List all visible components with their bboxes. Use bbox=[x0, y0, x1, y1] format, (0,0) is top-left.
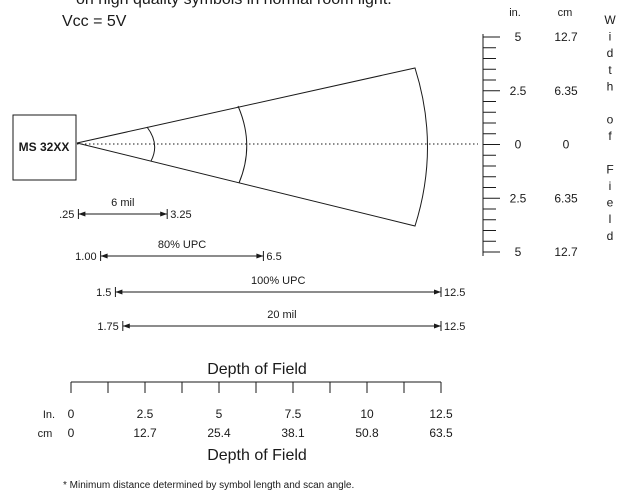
range-end-label: 3.25 bbox=[170, 209, 191, 221]
range-end-label: 12.5 bbox=[444, 287, 465, 299]
width-title-letter: l bbox=[609, 212, 612, 226]
range-name: 6 mil bbox=[111, 197, 134, 209]
range-arrow-left bbox=[115, 289, 123, 295]
header-vcc-text: Vcc = 5V bbox=[62, 13, 127, 30]
width-title-letter: F bbox=[606, 162, 613, 176]
range-arrow-left bbox=[122, 323, 130, 329]
depth-label-in: 0 bbox=[68, 407, 75, 421]
range-row: 1.75 12.5 20 mil bbox=[97, 309, 465, 333]
range-arrow-right bbox=[256, 253, 264, 259]
width-label-cm: 6.35 bbox=[554, 84, 578, 98]
width-scale: in. cm 5 12.72.5 6.350 02.5 6.355 12.7 Widtho… bbox=[482, 7, 616, 259]
depth-axis-title-bottom: Depth of Field bbox=[207, 447, 307, 464]
range-start-label: 1.00 bbox=[75, 251, 96, 263]
depth-unit-cm: cm bbox=[38, 428, 53, 440]
width-label-in: 0 bbox=[515, 138, 522, 152]
range-start-label: 1.75 bbox=[97, 321, 118, 333]
range-row: 1.5 12.5 100% UPC bbox=[96, 275, 465, 299]
width-label-cm: 12.7 bbox=[554, 245, 578, 259]
range-end-label: 12.5 bbox=[444, 321, 465, 333]
width-title-letter: d bbox=[607, 229, 614, 243]
width-scale-labels: 5 12.7 2.5 6.35 0 0 2.5 6.35 5 12.7 bbox=[510, 30, 578, 259]
depth-axis-ticks bbox=[70, 382, 442, 393]
depth-label-cm: 50.8 bbox=[355, 426, 379, 440]
scan-beam-cone bbox=[76, 67, 428, 227]
width-scale-in-header: in. bbox=[509, 7, 521, 19]
range-name: 20 mil bbox=[267, 309, 296, 321]
scanner-label: MS 32XX bbox=[19, 140, 70, 154]
depth-unit-in: In. bbox=[43, 409, 55, 421]
width-label-cm: 6.35 bbox=[554, 191, 578, 205]
width-label-in: 5 bbox=[515, 30, 522, 44]
depth-label-in: 7.5 bbox=[285, 407, 302, 421]
depth-label-cm: 0 bbox=[68, 426, 75, 440]
range-row: .25 3.25 6 mil bbox=[59, 197, 192, 221]
range-arrow-right bbox=[434, 323, 441, 329]
width-scale-ticks bbox=[483, 36, 500, 253]
range-arrow-right bbox=[160, 211, 168, 217]
depth-label-in: 12.5 bbox=[429, 407, 453, 421]
range-arrow-left bbox=[100, 253, 108, 259]
range-start-label: 1.5 bbox=[96, 287, 111, 299]
scan-field-arc-80upc bbox=[237, 105, 248, 184]
range-arrow-right bbox=[434, 289, 441, 295]
range-end-label: 6.5 bbox=[266, 251, 281, 263]
depth-label-cm: 63.5 bbox=[429, 426, 453, 440]
width-label-cm: 12.7 bbox=[554, 30, 578, 44]
width-title-letter: e bbox=[607, 196, 614, 210]
width-title-letter: i bbox=[609, 179, 612, 193]
scanner-box bbox=[12, 114, 77, 181]
width-title-letter: W bbox=[604, 13, 616, 27]
width-title-letter: i bbox=[609, 30, 612, 44]
range-lines: .25 3.25 6 mil 1.00 6.5 80% UPC 1.5 12.5 100% UP… bbox=[59, 197, 465, 333]
width-label-in: 2.5 bbox=[510, 84, 527, 98]
range-name: 80% UPC bbox=[158, 239, 206, 251]
depth-label-cm: 12.7 bbox=[133, 426, 157, 440]
range-start-label: .25 bbox=[59, 209, 74, 221]
width-label-in: 2.5 bbox=[510, 191, 527, 205]
width-label-in: 5 bbox=[515, 245, 522, 259]
range-name: 100% UPC bbox=[251, 275, 305, 287]
depth-label-cm: 38.1 bbox=[281, 426, 305, 440]
width-title-letter: d bbox=[607, 46, 614, 60]
width-label-cm: 0 bbox=[563, 138, 570, 152]
header-condition-text: on high quality symbols in normal room l… bbox=[76, 0, 392, 8]
width-title-letter: f bbox=[608, 129, 612, 143]
depth-label-in: 10 bbox=[360, 407, 374, 421]
range-arrow-left bbox=[78, 211, 86, 217]
depth-label-in: 2.5 bbox=[137, 407, 154, 421]
width-title-letter: o bbox=[607, 113, 614, 127]
footnote: * Minimum distance determined by symbol … bbox=[63, 480, 354, 491]
depth-label-cm: 25.4 bbox=[207, 426, 231, 440]
width-title-letter: t bbox=[608, 63, 612, 77]
depth-axis-title-top: Depth of Field bbox=[207, 361, 307, 378]
width-title-letter: h bbox=[607, 79, 614, 93]
width-scale-cm-header: cm bbox=[558, 7, 573, 19]
depth-axis-labels: 0 0 2.5 12.7 5 25.4 7.5 38.1 10 50.8 12.5 63.5 bbox=[68, 407, 453, 440]
depth-label-in: 5 bbox=[216, 407, 223, 421]
range-row: 1.00 6.5 80% UPC bbox=[75, 239, 282, 263]
